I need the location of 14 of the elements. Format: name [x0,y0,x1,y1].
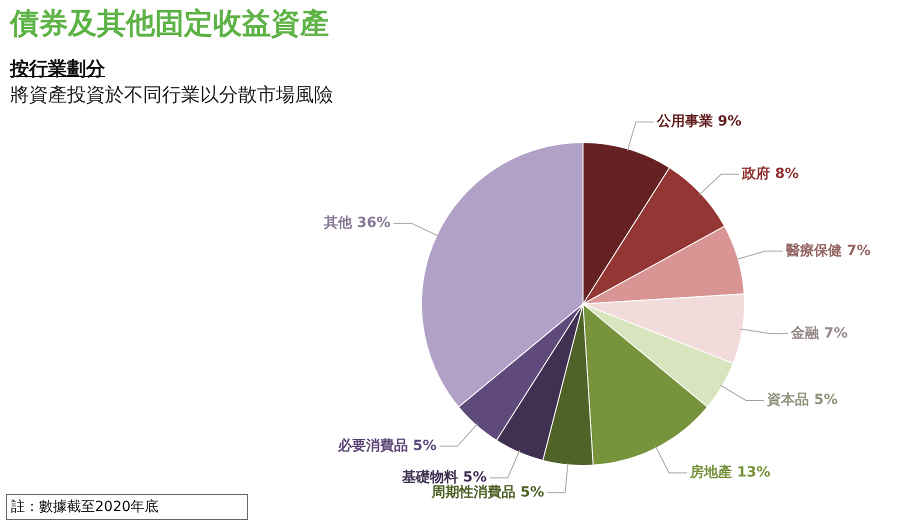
chart-title: 債券及其他固定收益資產 [10,5,329,42]
slice-label: 基礎物料 5% [401,470,487,486]
text: 將資產投資於不同行業以分散市場風險 [10,83,333,108]
slice-label: 其他 36% [323,214,391,231]
slice-label: 必要消費品 5% [337,436,437,454]
slice-label: 政府 8% [741,164,799,182]
slice-label: 金融 7% [790,325,848,342]
slice-label: 資本品 5% [766,392,838,408]
slice-label: 醫療保健 7% [784,242,871,259]
slice-label: 房地產 13% [689,463,770,480]
slice-label: 周期性消費品 5% [430,484,544,500]
text: 按行業劃分 [10,57,105,82]
slice-label: 公用事業 9% [656,114,742,130]
text: 註：數據截至2020年底 [6,494,248,520]
